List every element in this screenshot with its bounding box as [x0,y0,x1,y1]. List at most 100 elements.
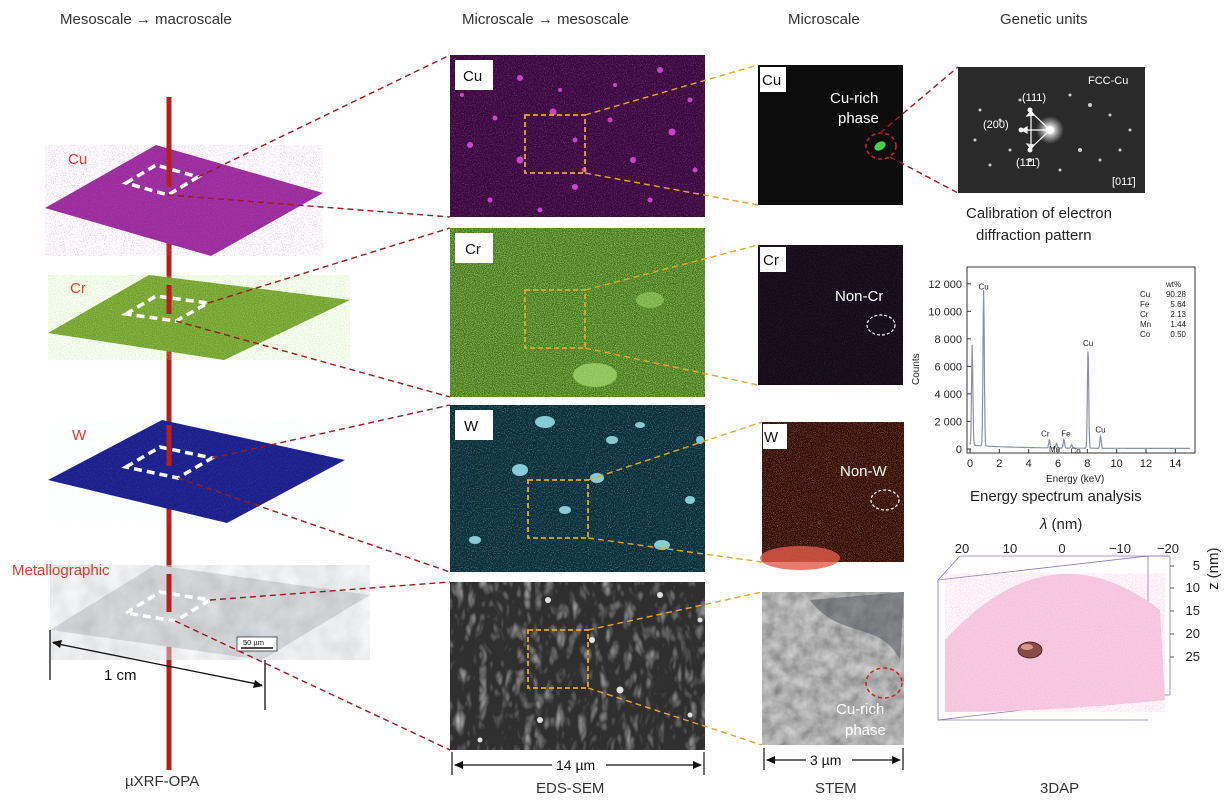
spectrum-ytick-label: 4 000 [934,389,962,401]
layer-metallo-selection [121,590,216,623]
footer-stem: STEM [815,780,857,797]
header-genetic-units: Genetic units [1000,11,1088,28]
diffraction-spot-111-top: (111) [1022,92,1046,104]
spectrum-table-value: 2.13 [1170,310,1186,319]
spectrum-table-element: Fe [1140,300,1150,309]
spectrum-ytick-label: 8 000 [934,334,962,346]
macro-scalebar: 1 cm [49,630,266,710]
spectrum-table-value: 1.44 [1170,320,1186,329]
tdap-x-title-symbol: λ [1039,516,1047,533]
spectrum-peak-label: Cu [979,282,989,291]
tdap-xtick-label: −20 [1157,541,1179,556]
sem-cr-label-box [455,233,493,263]
stem-cr-map: Cr Non-Cr [758,245,903,385]
stem-cu-particle [874,141,886,151]
spectrum-table-value: 5.64 [1170,300,1186,309]
spectrum-peak-label: Mn [1049,445,1060,454]
spectrum-ytick-label: 2 000 [934,416,962,428]
spectrum-peak-label: Cr [1041,430,1050,439]
spectrum-xtick-label: 12 [1140,458,1152,470]
layer-metallographic: Metallographic 50 µm [12,562,370,660]
tdap-xtick-label: 10 [1003,541,1017,556]
uxrf-stack: Cu Cr W Metallographic 50 µm [12,97,370,770]
tdap-reconstruction: λ (nm) 20 10 0 −10 −20 5 10 15 20 25 z (nm) [937,516,1222,721]
spectrum-peak-label: Co [1071,447,1082,456]
spectrum-caption: Energy spectrum analysis [970,488,1142,505]
stem-cr-highlight [866,314,896,336]
sem-metallo-roi [527,629,589,689]
tdap-x-title: λ (nm) [1039,516,1082,533]
tdap-ztick-label: 10 [1186,580,1200,595]
stem-metallo-highlight [865,667,903,699]
layer-cr-label: Cr [70,280,86,297]
spectrum-plot-frame [966,266,1196,454]
layer-w-label: W [72,427,87,444]
stem-metallographic: Cu-rich phase [762,592,904,745]
layer-metallo-label: Metallographic [12,562,110,579]
spectrum-xtick-label: 2 [996,458,1002,470]
tdap-ztick-label: 20 [1186,626,1200,641]
spectrum-xtick-label: 0 [967,458,973,470]
diffraction-pattern: FCC-Cu (111) (200) (111̄) [011̄] [958,67,1145,193]
sem-metallographic [450,582,705,750]
stem-cu-phase-line2: phase [838,110,879,127]
spectrum-series-line [969,290,1190,449]
connectors-stem-to-diffraction [879,66,959,194]
energy-spectrum-chart: 0 2 000 4 000 6 000 8 000 10 000 12 000 0 2 4 6 8 1… [911,266,1196,485]
tdap-xtick-label: 0 [1058,541,1065,556]
header-macroscale: Mesoscale → macroscale [60,11,232,28]
spectrum-table-element: Co [1140,330,1151,339]
spectrum-table-value: 90.28 [1166,290,1187,299]
spectrum-ylabel: Counts [911,353,922,385]
spectrum-ytick-label: 0 [956,444,962,456]
diffraction-tag: FCC-Cu [1088,75,1128,87]
layer-w: W [48,420,345,523]
connectors-sem-to-stem [584,64,763,746]
spectrum-peak-label: Cu [1095,426,1105,435]
stem-w-map: W Non-W [760,422,904,570]
stem-cr-label: Cr [763,252,779,269]
spectrum-ytick-label: 6 000 [934,361,962,373]
sem-cu-roi [524,114,586,174]
sem-w-label-box [455,410,493,440]
spectrum-peak-label: Fe [1061,429,1071,438]
sem-cr-roi [524,289,586,349]
diffraction-spot-200: (200) [983,119,1009,131]
sem-scalebar: 14 µm [451,752,705,775]
stem-scalebar-label: 3 µm [810,752,841,768]
header-microscale: Microscale [788,11,860,28]
spectrum-xtick-label: 4 [1026,458,1032,470]
spectrum-table-value: 0.50 [1170,330,1186,339]
tdap-xtick-label: 20 [955,541,969,556]
sem-w-roi [527,479,589,539]
stem-cu-map: Cu Cu-rich phase [758,65,903,205]
diffraction-caption-line2: diffraction pattern [976,227,1092,244]
spectrum-ytick-label: 12 000 [928,279,962,291]
tdap-x-title-unit: (nm) [1047,516,1082,533]
tdap-cu-cluster [1017,641,1043,659]
connectors-macro-to-sem [167,54,451,751]
spectrum-ytick-label: 10 000 [928,306,962,318]
layer-cr: Cr [48,275,350,360]
stem-non-w-label: Non-W [840,463,888,480]
sem-w-label: W [464,418,479,435]
spectrum-table-element: Mn [1140,320,1151,329]
spectrum-xtick-label: 6 [1055,458,1061,470]
spectrum-peak-label: Cu [1083,339,1093,348]
stem-w-label: W [764,429,779,446]
spectrum-table-header: wt% [1165,280,1181,289]
layer-cu-label: Cu [68,151,87,168]
spectrum-table-element: Cu [1140,290,1150,299]
tdap-ztick-label: 25 [1186,649,1200,664]
tdap-ztick-label: 15 [1186,603,1200,618]
stem-w-highlight [870,489,900,511]
diffraction-spot-111-bottom: (111̄) [1016,157,1040,169]
spectrum-xtick-label: 8 [1084,458,1090,470]
macro-inset-scalebar-label: 50 µm [243,638,264,647]
spectrum-xtick-label: 14 [1169,458,1181,470]
header-mesoscale: Microscale → mesoscale [462,11,629,28]
layer-cu: Cu [45,145,323,256]
spectrum-xlabel: Energy (keV) [1046,474,1104,485]
stem-non-cr-label: Non-Cr [835,288,883,305]
